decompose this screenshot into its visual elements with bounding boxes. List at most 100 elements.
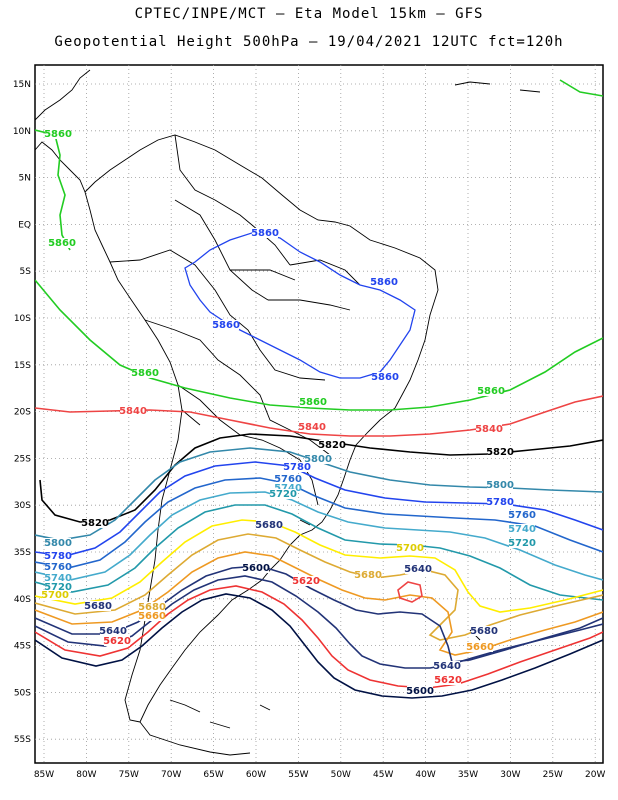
contour-label: 5780 xyxy=(283,462,311,473)
contour-label: 5860 xyxy=(48,238,76,249)
contour-label-bg xyxy=(435,675,461,685)
lat-tick-label: 35S xyxy=(14,548,31,558)
contour-label-bg xyxy=(407,686,433,696)
lon-tick-label: 20W xyxy=(585,770,605,780)
lon-tick-label: 25W xyxy=(543,770,563,780)
latitude-labels: 15N 10N 5N EQ 5S 10S 15S 20S 25S 30S 35S 40S 45S 50S 5… xyxy=(13,80,31,745)
lon-tick-label: 75W xyxy=(119,770,139,780)
contour-label: 5840 xyxy=(475,424,503,435)
contour-label-bg xyxy=(509,524,535,534)
longitude-labels: 85W 80W 75W 70W 65W 60W 55W 50W 45W 40W 35W 30W 25W 2… xyxy=(34,770,606,780)
contour-label-bg xyxy=(45,538,71,548)
contour-label-bg xyxy=(213,320,239,330)
contour-label: 5780 xyxy=(486,497,514,508)
contour-label-bg xyxy=(397,543,423,553)
lon-tick-label: 30W xyxy=(500,770,520,780)
contour-label: 5720 xyxy=(269,489,297,500)
contour-label: 5720 xyxy=(508,538,536,549)
contour-label: 5740 xyxy=(44,573,72,584)
contour-label-bg xyxy=(275,474,301,484)
contour-label: 5840 xyxy=(119,406,147,417)
lat-tick-label: 30S xyxy=(14,501,31,511)
contour-label-bg xyxy=(82,518,108,528)
lat-tick-label: 25S xyxy=(14,454,31,464)
contour-label: 5860 xyxy=(477,386,505,397)
islands xyxy=(169,81,541,729)
lon-tick-label: 80W xyxy=(76,770,96,780)
contour-label: 5780 xyxy=(44,551,72,562)
contour-5640 xyxy=(35,575,603,669)
lat-tick-label: EQ xyxy=(18,220,31,230)
lat-tick-label: 15S xyxy=(14,361,31,371)
contour-label: 5800 xyxy=(486,480,514,491)
contour-label-bg xyxy=(45,573,71,583)
contour-label-bg xyxy=(100,626,126,636)
lon-tick-label: 50W xyxy=(331,770,351,780)
contour-label: 5820 xyxy=(81,518,109,529)
contour-label: 5860 xyxy=(44,129,72,140)
contour-label: 5680 xyxy=(470,626,498,637)
contour-label-bg xyxy=(478,386,504,396)
contour-label-bg xyxy=(299,422,325,432)
contour-label-bg xyxy=(371,277,397,287)
lat-tick-label: 40S xyxy=(14,595,31,605)
contour-label: 5760 xyxy=(274,474,302,485)
lon-tick-label: 40W xyxy=(415,770,435,780)
contour-label-bg xyxy=(487,447,513,457)
contour-label: 5620 xyxy=(292,576,320,587)
contour-label-bg xyxy=(243,563,269,573)
contour-label: 5860 xyxy=(251,228,279,239)
country-borders xyxy=(35,69,541,756)
lat-tick-label: 45S xyxy=(14,642,31,652)
lon-tick-label: 65W xyxy=(203,770,223,780)
contour-label: 5800 xyxy=(304,454,332,465)
contour-label-bg xyxy=(284,462,310,472)
contour-label-bg xyxy=(120,406,146,416)
contour-labels: 5860 5860 5860 5860 5860 5860 5860 5860 5860 5840… xyxy=(41,129,536,697)
chart-title-line-2: Geopotential Height 500hPa – 19/04/2021 … xyxy=(54,34,564,50)
contour-label-bg xyxy=(476,424,502,434)
lon-tick-label: 55W xyxy=(288,770,308,780)
closed-low-contour xyxy=(397,581,423,603)
contour-label-bg xyxy=(270,489,296,499)
contour-label-bg xyxy=(509,510,535,520)
contour-label-bg xyxy=(42,590,68,600)
contour-label-bg xyxy=(487,480,513,490)
contour-label: 5860 xyxy=(131,368,159,379)
contour-label: 5660 xyxy=(138,611,166,622)
contour-label-bg xyxy=(139,602,165,612)
contour-label: 5600 xyxy=(242,563,270,574)
contour-label: 5680 xyxy=(255,520,283,531)
contour-label: 5760 xyxy=(44,562,72,573)
contour-label-bg xyxy=(139,611,165,621)
contour-label-bg xyxy=(45,582,71,592)
contour-label-bg xyxy=(467,642,493,652)
contour-label: 5740 xyxy=(274,483,302,494)
contour-label: 5600 xyxy=(406,686,434,697)
contour-label: 5700 xyxy=(41,590,69,601)
contour-label: 5640 xyxy=(404,564,432,575)
contour-label: 5680 xyxy=(354,570,382,581)
contour-label: 5680 xyxy=(84,601,112,612)
contour-label-bg xyxy=(405,564,431,574)
contour-label-bg xyxy=(293,576,319,586)
contour-label-bg xyxy=(300,397,326,407)
lon-tick-label: 35W xyxy=(458,770,478,780)
south-america-coastline xyxy=(84,134,439,756)
contour-label: 5820 xyxy=(486,447,514,458)
contour-label: 5760 xyxy=(508,510,536,521)
contour-label-bg xyxy=(372,372,398,382)
lat-tick-label: 15N xyxy=(13,80,31,90)
lat-tick-label: 50S xyxy=(14,688,31,698)
contour-label: 5680 xyxy=(138,602,166,613)
contour-label-bg xyxy=(45,129,71,139)
lon-tick-label: 70W xyxy=(161,770,181,780)
contour-5860-ne xyxy=(559,79,603,97)
contour-5860-main xyxy=(35,279,603,411)
contour-label-bg xyxy=(85,601,111,611)
lat-tick-label: 5N xyxy=(19,174,31,184)
contour-label: 5860 xyxy=(212,320,240,331)
contour-label-bg xyxy=(252,228,278,238)
lon-tick-label: 85W xyxy=(34,770,54,780)
